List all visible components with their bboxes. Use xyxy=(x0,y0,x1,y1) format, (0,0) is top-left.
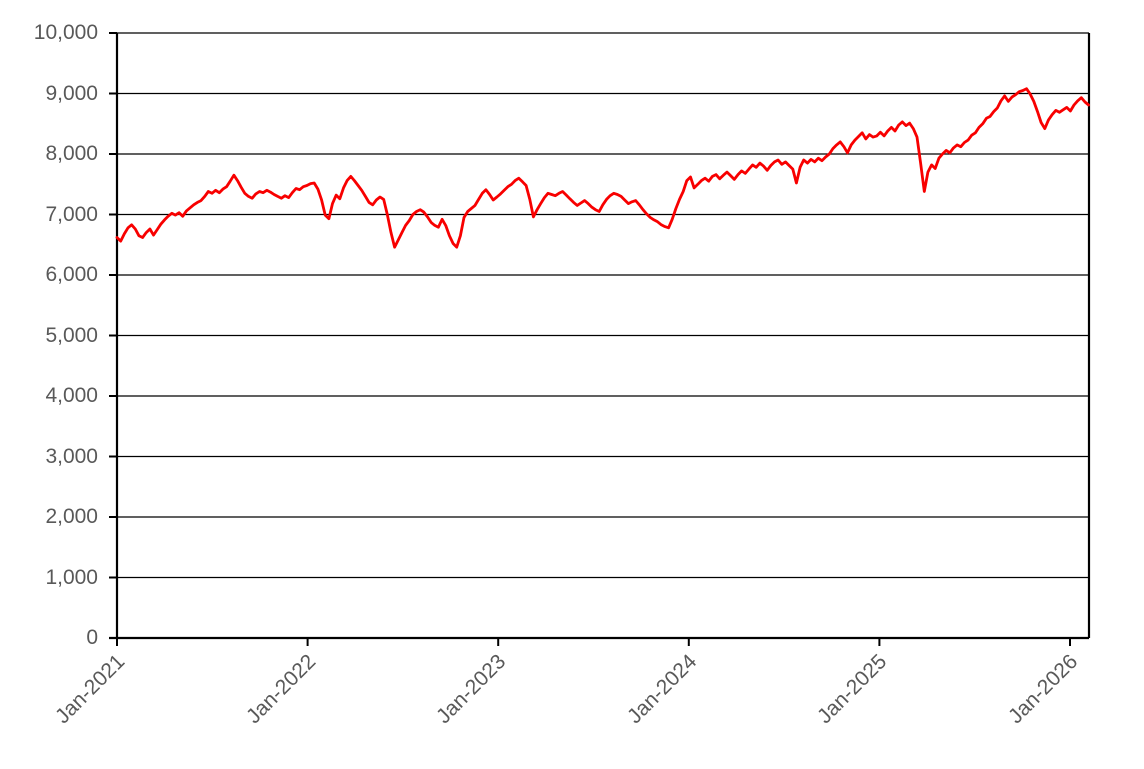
axes-group xyxy=(109,32,1091,646)
series-group xyxy=(115,87,1090,249)
y-axis-label: 3,000 xyxy=(45,444,98,468)
gridlines-group xyxy=(117,32,1089,639)
y-axis-label: 4,000 xyxy=(45,384,98,407)
y-axis-label: 2,000 xyxy=(45,505,98,528)
y-axis-label: 7,000 xyxy=(45,202,98,226)
y-axis-label: 5,000 xyxy=(45,323,98,347)
y-axis-label: 0 xyxy=(86,626,98,649)
y-axis-label: 10,000 xyxy=(33,21,98,44)
y-axis-label: 6,000 xyxy=(45,263,98,286)
y-axis-label: 8,000 xyxy=(45,142,98,165)
series-line xyxy=(115,87,1090,249)
y-axis-label: 1,000 xyxy=(45,565,98,589)
y-axis-label: 9,000 xyxy=(45,81,98,105)
